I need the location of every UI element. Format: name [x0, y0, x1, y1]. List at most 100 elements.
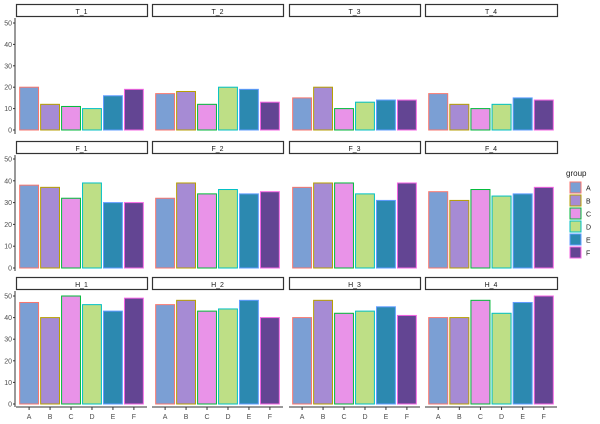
- bar-H_1-F: [123, 297, 144, 405]
- facet-strip: [424, 3, 559, 18]
- facet-strip: [288, 276, 422, 291]
- x-tick-label: A: [300, 414, 305, 421]
- facet-label: F_1: [75, 146, 87, 153]
- bar-H_3-F: [396, 314, 417, 405]
- bar-H_1-D: [82, 304, 102, 405]
- y-tick-label: 40: [4, 315, 12, 322]
- x-tick-label: A: [436, 414, 441, 421]
- x-tick-label: F: [268, 414, 272, 421]
- bar-T_3-F: [396, 99, 417, 131]
- bar-H_1-A: [19, 301, 40, 405]
- facet-label: H_1: [75, 282, 88, 289]
- x-tick-label: E: [247, 414, 252, 421]
- bar-F_2-D: [218, 189, 238, 269]
- bar-T_1-A: [19, 86, 40, 131]
- facet-label: F_4: [485, 146, 497, 153]
- facet-strip: [15, 3, 149, 18]
- legend-key-D: [569, 220, 582, 233]
- bar-H_2-C: [197, 310, 217, 405]
- y-tick-label: 20: [4, 85, 12, 92]
- bar-F_2-C: [197, 193, 217, 269]
- x-tick-label: A: [163, 414, 168, 421]
- bar-F_1-D: [82, 182, 102, 269]
- y-tick-label: 0: [8, 266, 12, 273]
- x-tick-label: F: [405, 414, 409, 421]
- bar-F_1-F: [123, 202, 144, 269]
- x-tick-label: D: [225, 414, 230, 421]
- bar-F_1-E: [103, 202, 123, 269]
- y-tick-label: 30: [4, 337, 12, 344]
- facet-strip: [424, 140, 559, 155]
- legend-key-A: [569, 181, 582, 194]
- facet-label: T_1: [75, 9, 87, 16]
- bar-T_2-C: [197, 103, 217, 131]
- y-tick-label: 40: [4, 178, 12, 185]
- bar-H_3-B: [313, 299, 333, 405]
- bar-F_4-E: [512, 193, 533, 269]
- y-tick-label: 50: [4, 21, 12, 28]
- bar-T_4-D: [491, 103, 512, 131]
- bar-H_3-D: [355, 310, 375, 405]
- bar-F_4-A: [428, 191, 449, 269]
- bar-T_1-C: [61, 105, 81, 131]
- x-tick-label: D: [499, 414, 504, 421]
- x-tick-label: F: [542, 414, 546, 421]
- bar-H_1-E: [103, 310, 123, 405]
- x-tick-label: F: [132, 414, 136, 421]
- y-tick-label: 10: [4, 106, 12, 113]
- bar-T_4-C: [470, 108, 491, 131]
- x-tick-label: D: [362, 414, 367, 421]
- legend-title: group: [566, 169, 587, 178]
- legend-key-B: [569, 194, 582, 207]
- legend-key-C: [569, 207, 582, 220]
- facet-strip: [151, 140, 285, 155]
- x-tick-label: B: [457, 414, 462, 421]
- y-tick-label: 50: [4, 294, 12, 301]
- legend-key-E: [569, 233, 582, 246]
- y-tick-label: 30: [4, 63, 12, 70]
- bar-F_3-E: [376, 199, 396, 269]
- bar-F_2-B: [176, 182, 196, 269]
- bar-H_3-E: [376, 306, 396, 405]
- bar-F_1-C: [61, 197, 81, 269]
- y-tick-label: 40: [4, 42, 12, 49]
- bar-F_4-D: [491, 195, 512, 269]
- y-tick-label: 30: [4, 200, 12, 207]
- bar-T_4-E: [512, 97, 533, 131]
- bar-T_2-A: [155, 93, 176, 131]
- x-tick-label: B: [48, 414, 53, 421]
- x-tick-label: B: [321, 414, 326, 421]
- facet-label: T_2: [211, 9, 223, 16]
- bar-F_1-B: [40, 186, 60, 269]
- bar-T_3-D: [355, 101, 375, 131]
- bar-H_1-C: [61, 295, 81, 405]
- facet-strip: [151, 3, 285, 18]
- x-tick-label: A: [27, 414, 32, 421]
- facet-strip: [424, 276, 559, 291]
- bar-T_2-E: [239, 88, 259, 131]
- bar-F_3-B: [313, 182, 333, 269]
- bar-H_2-A: [155, 304, 176, 405]
- bar-H_2-B: [176, 299, 196, 405]
- bar-F_2-A: [155, 197, 176, 269]
- x-tick-label: C: [478, 414, 483, 421]
- bar-H_4-C: [470, 299, 491, 405]
- y-tick-label: 0: [8, 402, 12, 409]
- legend-label: A: [586, 186, 591, 193]
- y-tick-label: 0: [8, 128, 12, 135]
- bar-T_2-B: [176, 90, 196, 131]
- bar-T_4-B: [449, 103, 470, 131]
- x-tick-label: E: [520, 414, 525, 421]
- bar-H_4-B: [449, 317, 470, 405]
- facet-strip: [288, 140, 422, 155]
- legend-key-F: [569, 246, 582, 259]
- facet-label: T_3: [348, 9, 360, 16]
- facet-label: F_3: [348, 146, 360, 153]
- bar-T_2-F: [259, 101, 280, 131]
- bar-H_4-A: [428, 317, 449, 405]
- bar-H_2-E: [239, 299, 259, 405]
- bar-F_3-F: [396, 182, 417, 269]
- legend-label: B: [586, 199, 591, 206]
- legend-label: D: [586, 225, 591, 232]
- bar-T_1-E: [103, 95, 123, 131]
